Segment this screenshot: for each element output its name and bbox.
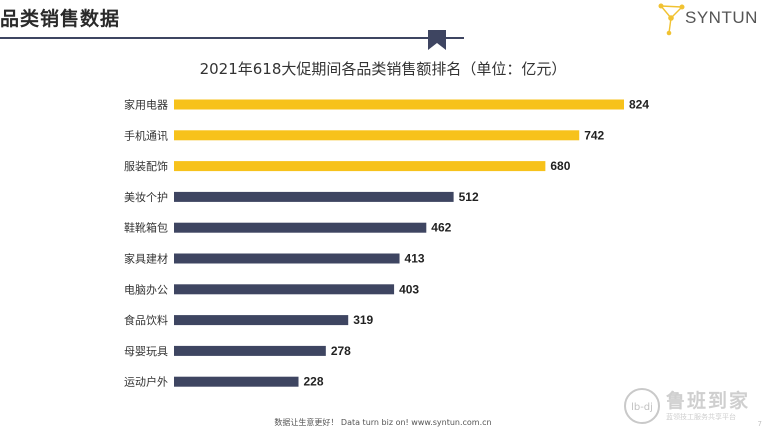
- header-rule: [0, 37, 464, 39]
- value-label: 278: [331, 344, 351, 358]
- category-label: 家用电器: [124, 98, 168, 112]
- value-label: 680: [550, 159, 570, 173]
- syntun-logo-icon: [658, 3, 685, 36]
- bar: [174, 99, 624, 110]
- category-label: 美妆个护: [124, 190, 168, 204]
- bar: [174, 161, 546, 172]
- slide-title: 品类销售数据: [0, 8, 121, 30]
- value-label: 403: [399, 282, 419, 296]
- category-label: 食品饮料: [124, 313, 168, 327]
- value-label: 462: [431, 221, 451, 235]
- bar: [174, 284, 395, 295]
- category-label: 鞋靴箱包: [124, 221, 168, 235]
- category-label: 手机通讯: [124, 128, 168, 142]
- bookmark-icon: [428, 30, 446, 50]
- bar: [174, 191, 454, 202]
- bar: [174, 376, 299, 387]
- watermark-subtitle: 蓝领技工服务共享平台: [666, 413, 736, 421]
- value-label: 512: [459, 190, 479, 204]
- category-label: 家具建材: [124, 252, 168, 266]
- category-label: 电脑办公: [124, 283, 168, 296]
- value-label: 742: [584, 128, 604, 142]
- value-label: 824: [629, 98, 649, 112]
- bar: [174, 222, 427, 233]
- category-label: 运动户外: [124, 375, 168, 389]
- value-label: 228: [304, 375, 324, 389]
- bar: [174, 345, 326, 356]
- watermark-name: 鲁班到家: [666, 390, 751, 412]
- footer-text: 数据让生意更好！ Data turn biz on! www.syntun.co…: [274, 418, 492, 427]
- logo-text: SYNTUN: [685, 8, 758, 27]
- bar: [174, 315, 349, 326]
- chart-title: 2021年618大促期间各品类销售额排名（单位：亿元）: [199, 60, 567, 78]
- bar: [174, 253, 400, 264]
- value-label: 319: [353, 313, 373, 327]
- watermark: lb-dj 鲁班到家 蓝领技工服务共享平台: [618, 381, 766, 431]
- watermark-badge-icon: lb-dj: [624, 388, 660, 424]
- bar: [174, 130, 580, 141]
- value-label: 413: [405, 252, 425, 266]
- category-label: 服装配饰: [124, 159, 168, 173]
- category-label: 母婴玩具: [124, 345, 168, 358]
